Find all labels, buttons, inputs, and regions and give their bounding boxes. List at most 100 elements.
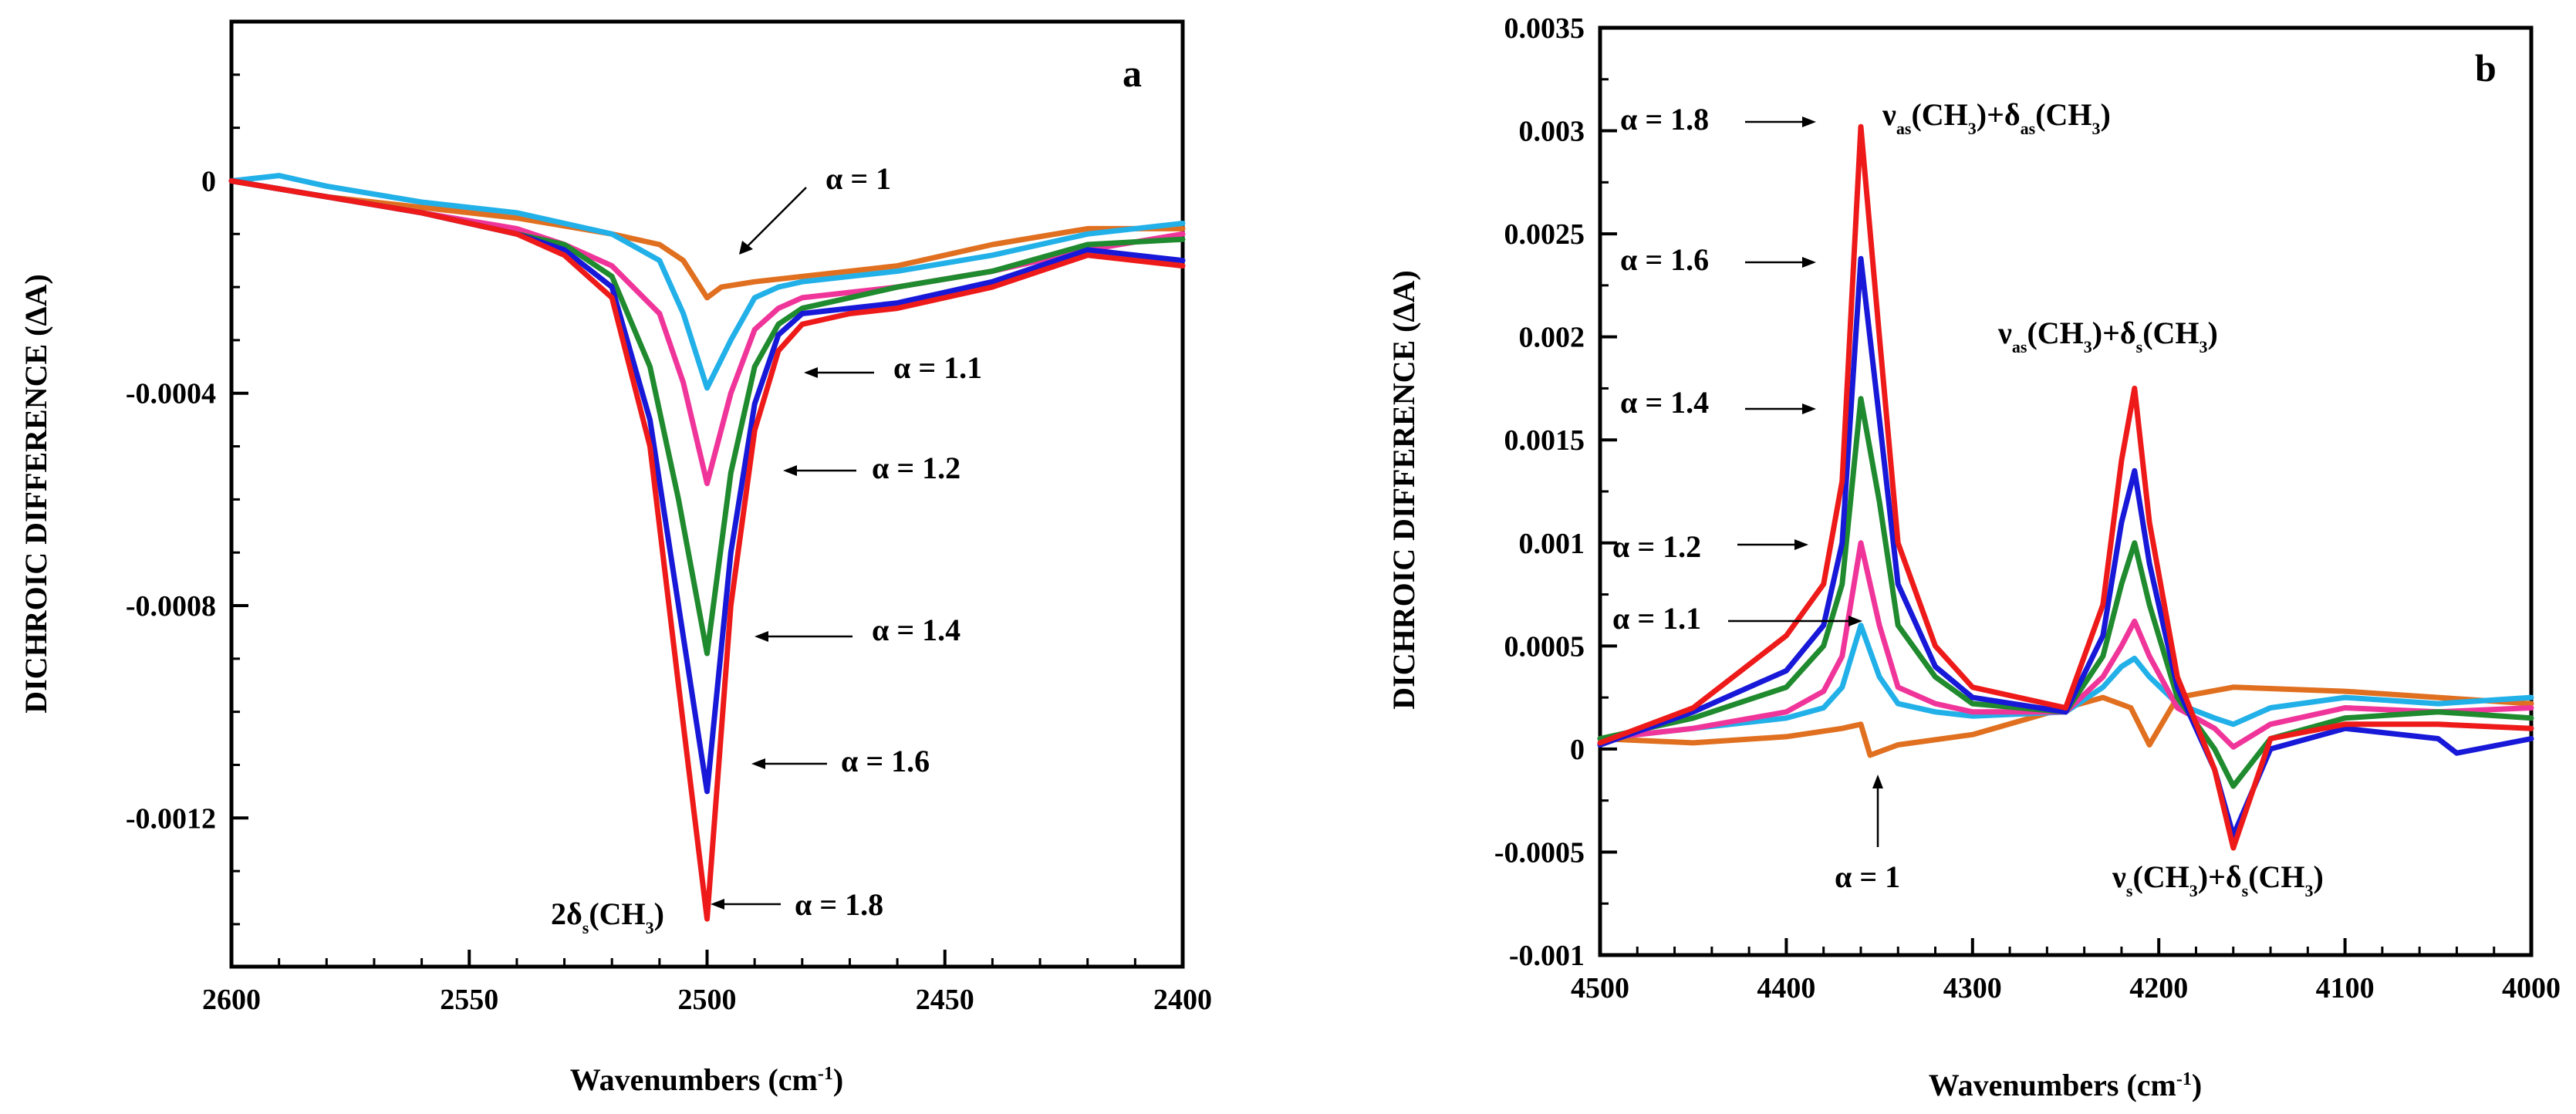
- panel-b-series-line-2: [1597, 540, 2534, 750]
- pl1-mid2: (CH: [2035, 97, 2092, 132]
- panel-a-xtick-label: 2450: [916, 984, 974, 1016]
- pl1-end2: ): [2101, 97, 2111, 132]
- panel-b-annotation-alpha-1-8: α = 1.8: [1620, 102, 1709, 137]
- panel-a-ytick-label: 0: [201, 165, 216, 197]
- panel-b-arrow-alpha-1: [1872, 775, 1883, 847]
- panel-b-ytick-label: 0.001: [1519, 528, 1585, 560]
- pl2-sub1: as: [2012, 337, 2027, 356]
- panel-a-arrow-alpha-1-4: [755, 631, 852, 642]
- peak-sub1: s: [582, 918, 589, 937]
- panel-a-ytick-label: -0.0004: [126, 378, 216, 410]
- pl3-sub2: 3: [2189, 881, 2198, 900]
- panel-b-xtick-label: 4100: [2316, 972, 2375, 1004]
- panel-b-arrow-alpha-1-4: [1745, 403, 1816, 414]
- panel-b-arrow-alpha-1-6: [1745, 257, 1816, 268]
- panel-a-xtick-label: 2600: [202, 984, 261, 1016]
- panel-b-xtick-label: 4000: [2502, 972, 2561, 1004]
- pl3-end2: ): [2314, 859, 2324, 894]
- panel-b-ylabel: DICHROIC DIFFERENCE (ΔA): [1386, 270, 1421, 710]
- panel-a-xlabel-sup: -1: [818, 1064, 833, 1084]
- panel-b-ytick-label: 0: [1570, 734, 1585, 766]
- panel-a-annotation-alpha-1-1: α = 1.1: [893, 350, 982, 385]
- pl3-sub1: s: [2126, 881, 2133, 900]
- panel-a-arrow-alpha-1-6: [751, 758, 827, 769]
- pl2-main: ν: [1997, 316, 2012, 350]
- panel-a-annotation-alpha-1-2: α = 1.2: [872, 451, 961, 485]
- panel-b-ytick-label: 0.0025: [1504, 218, 1585, 251]
- panel-b-xtick-label: 4400: [1757, 972, 1815, 1004]
- panel-b-ytick-label: 0.0035: [1504, 12, 1585, 45]
- panel-a-arrow-alpha-1: [739, 187, 807, 255]
- pl1-end: )+δ: [1977, 97, 2021, 132]
- pl3-mid2: (CH: [2248, 859, 2304, 894]
- panel-a-series-line-2: [228, 178, 1186, 487]
- panel-b-series-line-4: [1597, 255, 2534, 839]
- panel-b-annotation-alpha-1-1: α = 1.1: [1612, 601, 1701, 636]
- panel-b-ytick-label: -0.0005: [1494, 836, 1585, 869]
- panel-b-ytick-label: 0.003: [1519, 116, 1585, 148]
- panel-a-annotation-alpha-1-8: α = 1.8: [795, 887, 883, 922]
- panel-b-series-line-3: [1597, 396, 2534, 789]
- panel-a-annotation-alpha-1: α = 1: [825, 161, 891, 196]
- peak-mid: (CH: [589, 896, 645, 931]
- peak-end: ): [654, 896, 664, 931]
- panel-a-arrow-alpha-1-1: [804, 367, 874, 378]
- panel-a-label: a: [1123, 52, 1142, 95]
- panel-b-label: b: [2475, 46, 2497, 89]
- panel-a-ytick-label: -0.0012: [126, 802, 216, 835]
- panel-a-xlabel: Wavenumbers (cm-1): [570, 1062, 843, 1097]
- peak-sub2: 3: [646, 918, 654, 937]
- panel-b-series: [1597, 123, 2534, 851]
- panel-a-xlabel-end: ): [833, 1062, 843, 1097]
- panel-a-series-line-0: [228, 178, 1186, 301]
- panel-a-annotation-alpha-1-4: α = 1.4: [872, 613, 961, 647]
- pl2-end: )+δ: [2092, 316, 2136, 350]
- panel-b-annotation-alpha-1: α = 1: [1835, 859, 1900, 894]
- panel-b-annotation-alpha-1-6: α = 1.6: [1620, 242, 1709, 277]
- pl1-sub4: 3: [2092, 119, 2101, 138]
- panel-a-peak-label: 2δs(CH3): [551, 896, 664, 937]
- panel-b-arrow-alpha-1-8: [1745, 116, 1816, 127]
- panel-a-series-line-3: [228, 178, 1186, 657]
- pl1-sub2: 3: [1968, 119, 1977, 138]
- panel-b-xlabel-sup: -1: [2176, 1069, 2192, 1089]
- panel-a-series-line-1: [228, 173, 1186, 391]
- panel-b-annotation-alpha-1-4: α = 1.4: [1620, 385, 1709, 420]
- panel-b-xlabel: Wavenumbers (cm-1): [1929, 1068, 2202, 1102]
- pl3-sub3: s: [2242, 881, 2249, 900]
- panel-a-series-line-5: [228, 178, 1186, 922]
- pl2-sub2: 3: [2084, 337, 2092, 356]
- pl1-sub1: as: [1896, 119, 1912, 138]
- panel-b-ticks: 4500 4400 4300 4200 4100 4000 -0.001 -0.0005 0 0.…: [1494, 12, 2561, 1004]
- panel-a-arrow-alpha-1-8: [711, 899, 781, 910]
- pl2-end2: ): [2208, 316, 2218, 350]
- panel-b-arrow-alpha-1-2: [1737, 539, 1808, 550]
- panel-a-xtick-label: 2500: [678, 984, 737, 1016]
- panel-b-xtick-label: 4200: [2129, 972, 2188, 1004]
- panel-a-ytick-label: -0.0008: [126, 590, 216, 623]
- panel-b-series-line-5: [1597, 123, 2534, 851]
- panel-b-xtick-label: 4300: [1943, 972, 2002, 1004]
- panel-b-peak-label-1: νas(CH3)+δas(CH3): [1882, 97, 2111, 138]
- panel-a-xtick-label: 2550: [440, 984, 498, 1016]
- pl2-sub3: s: [2136, 337, 2143, 356]
- peak-main: 2δ: [551, 896, 582, 931]
- pl1-main: ν: [1882, 97, 1896, 132]
- panel-a-xlabel-main: Wavenumbers (cm: [570, 1062, 818, 1097]
- panel-a-ticks: 2600 2550 2500 2450 2400 0 -0.0004 -0.0008 -0.00…: [126, 20, 1212, 1016]
- panel-a-plot-frame: [229, 19, 1185, 969]
- pl2-mid2: (CH: [2142, 316, 2199, 350]
- panel-a-series: [228, 173, 1186, 922]
- pl3-end: )+δ: [2198, 859, 2242, 894]
- panel-b-xtick-label: 4500: [1571, 972, 1629, 1004]
- panel-a-xtick-label: 2400: [1153, 984, 1212, 1016]
- pl1-sub3: as: [2021, 119, 2036, 138]
- panel-b-xlabel-main: Wavenumbers (cm: [1929, 1068, 2176, 1102]
- pl2-sub4: 3: [2200, 337, 2208, 356]
- panel-a-annotation-alpha-1-6: α = 1.6: [841, 744, 930, 778]
- pl3-mid: (CH: [2132, 859, 2189, 894]
- panel-b-annotation-alpha-1-2: α = 1.2: [1612, 529, 1701, 564]
- panel-b-arrow-alpha-1-1: [1728, 616, 1862, 626]
- panel-b-peak-label-2: νas(CH3)+δs(CH3): [1997, 316, 2218, 356]
